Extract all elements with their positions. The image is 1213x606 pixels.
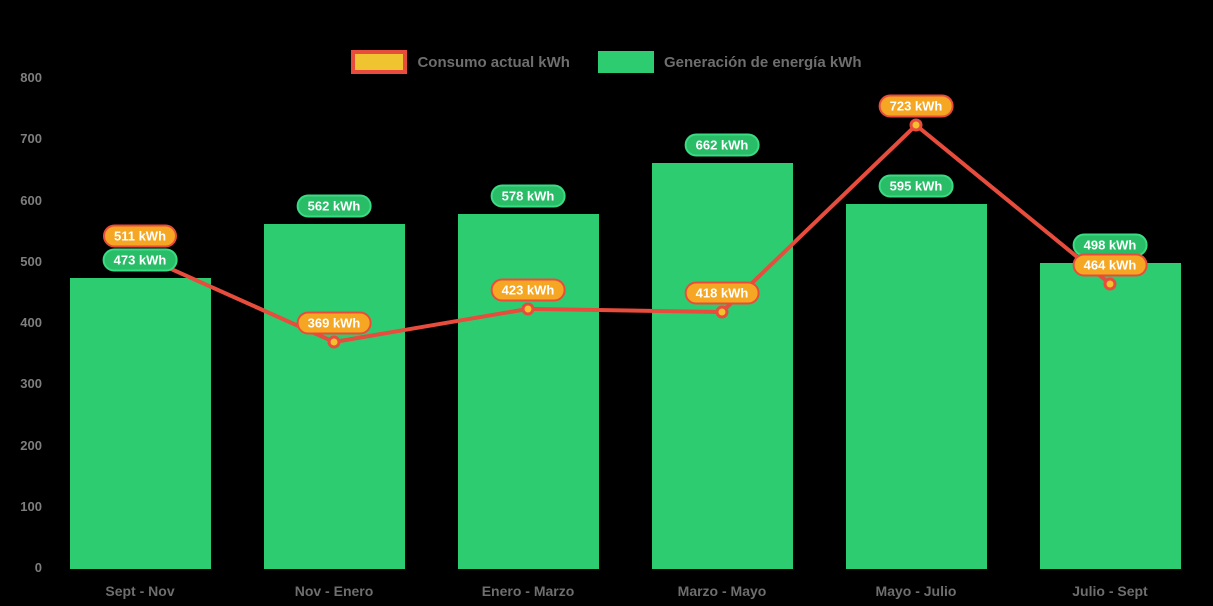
generation-value-badge: 662 kWh [684, 133, 760, 157]
x-axis-category-label: Sept - Nov [105, 583, 175, 599]
consumption-value-badge: 418 kWh [684, 281, 760, 305]
y-axis-tick-label: 700 [20, 131, 42, 147]
chart-legend: Consumo actual kWh Generación de energía… [0, 50, 1213, 74]
generation-legend-label: Generación de energía kWh [663, 53, 862, 71]
y-axis-tick-label: 300 [20, 376, 42, 392]
consumption-point[interactable] [1103, 277, 1117, 291]
generation-bar[interactable] [69, 278, 211, 569]
consumption-point[interactable] [521, 302, 535, 316]
generation-bar[interactable] [263, 223, 405, 569]
y-axis-tick-label: 400 [20, 315, 42, 330]
y-axis-tick-label: 200 [20, 437, 42, 453]
y-axis-tick-label: 100 [20, 498, 42, 514]
consumption-legend-label: Consumo actual kWh [417, 53, 570, 71]
consumption-value-badge: 723 kWh [878, 94, 954, 118]
generation-value-badge: 473 kWh [102, 248, 178, 272]
y-axis-tick-label: 0 [34, 560, 42, 575]
consumption-value-badge: 464 kWh [1072, 253, 1148, 277]
generation-bar[interactable] [1039, 262, 1181, 569]
consumption-value-badge: 369 kWh [296, 311, 372, 335]
generation-bar[interactable] [457, 213, 599, 569]
generation-bar[interactable] [845, 203, 987, 569]
generation-value-badge: 578 kWh [490, 184, 566, 208]
generation-value-badge: 595 kWh [878, 174, 954, 198]
consumption-point[interactable] [909, 118, 923, 132]
generation-legend-swatch-icon [597, 51, 654, 73]
x-axis-category-label: Enero - Marzo [481, 583, 575, 599]
legend-item-consumption[interactable]: Consumo actual kWh [351, 50, 570, 74]
generation-value-badge: 498 kWh [1072, 233, 1148, 257]
consumption-value-badge: 511 kWh [102, 224, 178, 248]
x-axis-category-label: Nov - Enero [294, 583, 374, 599]
y-axis-tick-label: 800 [20, 70, 42, 85]
consumption-value-badge: 423 kWh [490, 278, 566, 302]
consumption-point[interactable] [715, 305, 729, 319]
consumption-point[interactable] [327, 335, 341, 349]
legend-item-generation[interactable]: Generación de energía kWh [597, 51, 862, 73]
y-axis-tick-label: 500 [20, 253, 42, 269]
x-axis-category-label: Julio - Sept [1072, 583, 1148, 599]
x-axis-category-label: Marzo - Mayo [677, 583, 767, 599]
x-axis-category-label: Mayo - Julio [875, 583, 957, 599]
generation-bar[interactable] [651, 162, 793, 569]
generation-value-badge: 562 kWh [296, 194, 372, 218]
y-axis-tick-label: 600 [20, 192, 42, 208]
consumption-legend-swatch-icon [351, 50, 408, 74]
